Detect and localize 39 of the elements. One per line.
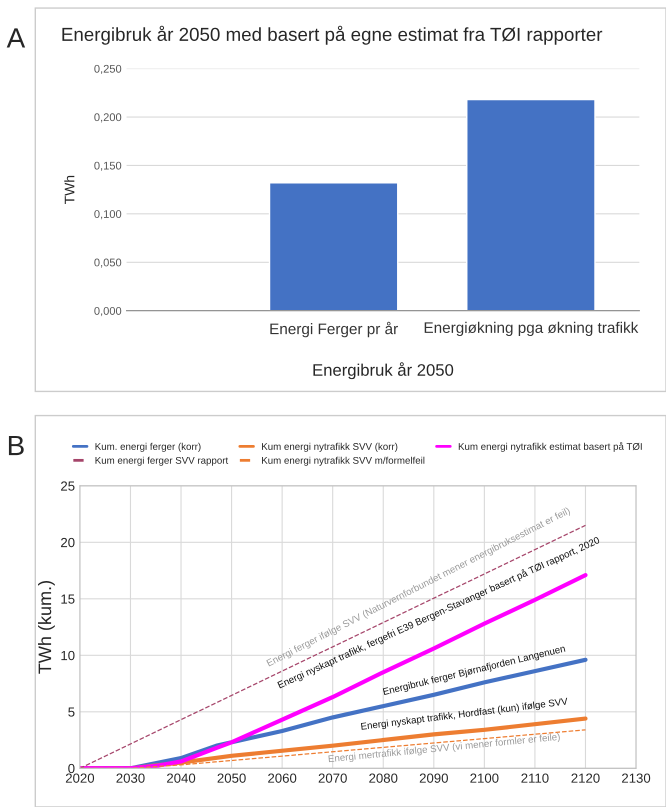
y-tick-label: 25: [61, 481, 75, 491]
x-tick-label: Energiøkning pga økning trafikk: [424, 322, 638, 336]
legend-label: Kum energi nytrafikk SVV (korr): [262, 442, 398, 452]
legend-label: Kum. energi ferger (korr): [96, 442, 201, 452]
x-tick-label: 2020: [66, 773, 94, 783]
x-tick-label: 2030: [116, 773, 145, 783]
x-tick-label: 2090: [420, 773, 448, 783]
y-tick-label: 0,100: [94, 210, 122, 220]
x-tick-label: 2110: [521, 773, 549, 783]
x-tick-label: 2040: [167, 773, 196, 783]
y-tick-label: 0,050: [94, 258, 122, 268]
text: A: [6, 28, 26, 48]
chart-title: Energibruk år 2050 med basert på egne estimat fra TØI rapporter: [62, 26, 602, 45]
x-tick-label: 2100: [470, 773, 499, 783]
x-tick-label: 2060: [268, 773, 296, 783]
y-tick-label: 0,150: [94, 162, 122, 171]
y-axis-title: TWh (kum.): [38, 581, 55, 674]
y-tick-label: 0,200: [94, 113, 122, 122]
y-tick-label: 10: [61, 650, 75, 660]
y-tick-label: 0: [68, 764, 75, 774]
x-tick-label: 2130: [622, 773, 650, 783]
x-axis-title: Energibruk år 2050: [313, 362, 454, 380]
legend-label: Kum energi nytrafikk SVV m/formelfeil: [262, 456, 424, 466]
y-axis-title: TWh: [64, 176, 74, 204]
annotation: Energi nyskapt trafikk, Hordfast (kun) ifølge SVV: [360, 697, 568, 732]
y-tick-label: 0,250: [94, 64, 122, 74]
annotation: Energi mertrafikk ifølge SVV (vi mener formler er feile): [328, 732, 560, 764]
x-tick-label: Energi Ferger pr år: [270, 322, 398, 338]
x-tick-label: 2080: [369, 773, 398, 783]
y-tick-label: 20: [61, 538, 75, 548]
y-tick-label: 15: [61, 594, 75, 604]
legend-label: Kum energi nytrafikk estimat basert på TØI: [458, 442, 642, 452]
x-tick-label: 2050: [218, 773, 246, 783]
y-tick-label: 0,000: [94, 306, 122, 316]
x-tick-label: 2070: [318, 773, 347, 783]
legend-label: Kum energi ferger SVV rapport: [96, 456, 228, 466]
text: B: [8, 436, 24, 456]
x-tick-label: 2120: [571, 773, 600, 783]
y-tick-label: 5: [68, 707, 75, 717]
